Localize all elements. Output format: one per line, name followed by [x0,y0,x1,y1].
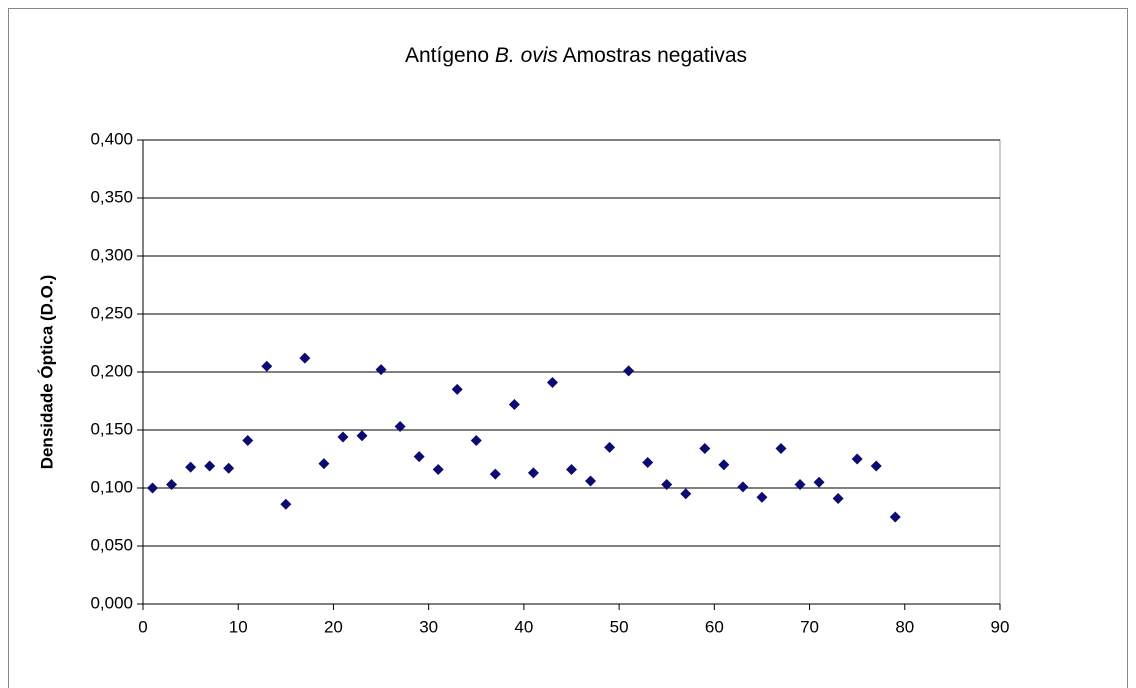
x-tick-label: 80 [895,617,914,636]
data-point [604,441,616,453]
x-tick-label: 30 [419,617,438,636]
x-tick-label: 70 [800,617,819,636]
title-part: Amostras negativas [558,44,747,67]
data-point [318,458,330,470]
y-tick-label: 0,000 [90,593,133,612]
data-point [851,453,863,465]
data-point [585,475,597,487]
y-tick-label: 0,300 [90,245,133,264]
data-point [261,360,273,372]
title-part: B. ovis [495,44,559,67]
data-point [889,511,901,523]
data-point [337,431,349,443]
title-part: Antígeno [405,44,495,67]
data-point [508,398,520,410]
y-tick-label: 0,400 [90,129,133,148]
y-tick-label: 0,050 [90,535,133,554]
data-point [166,479,178,491]
x-tick-label: 50 [610,617,629,636]
data-point [204,460,216,472]
data-point [242,434,254,446]
x-tick-label: 20 [324,617,343,636]
data-point [718,459,730,471]
data-point [566,463,577,475]
data-point [680,488,692,500]
data-point [375,364,387,376]
data-point [870,460,882,472]
data-point [813,476,825,488]
data-point [185,461,197,473]
y-tick-label: 0,150 [90,419,133,438]
y-tick-label: 0,200 [90,361,133,380]
data-point [394,421,406,433]
data-point [451,383,463,395]
data-point [737,481,749,493]
data-point [642,456,654,468]
data-point [280,498,292,510]
data-point [489,468,501,480]
data-point [699,443,711,455]
data-point [775,443,787,455]
x-tick-label: 60 [705,617,724,636]
x-tick-label: 90 [991,617,1010,636]
data-point [527,467,539,479]
data-point [756,491,768,503]
data-point [223,462,235,474]
x-tick-label: 10 [229,617,248,636]
y-tick-label: 0,350 [90,187,133,206]
y-tick-label: 0,100 [90,477,133,496]
x-tick-label: 40 [514,617,533,636]
chart-title: Antígeno B. ovis Amostras negativas [405,44,747,67]
x-tick-label: 0 [138,617,147,636]
data-point [546,376,558,388]
data-point [623,365,635,377]
y-axis-label: Densidade Óptica (D.O.) [37,275,56,470]
data-point [470,434,482,446]
y-tick-label: 0,250 [90,303,133,322]
data-point [147,482,159,494]
data-point [299,352,311,364]
data-point [794,479,806,491]
data-point [832,492,844,504]
data-point [413,451,425,463]
data-point [661,479,673,491]
data-point [356,430,368,442]
data-point [432,463,444,475]
